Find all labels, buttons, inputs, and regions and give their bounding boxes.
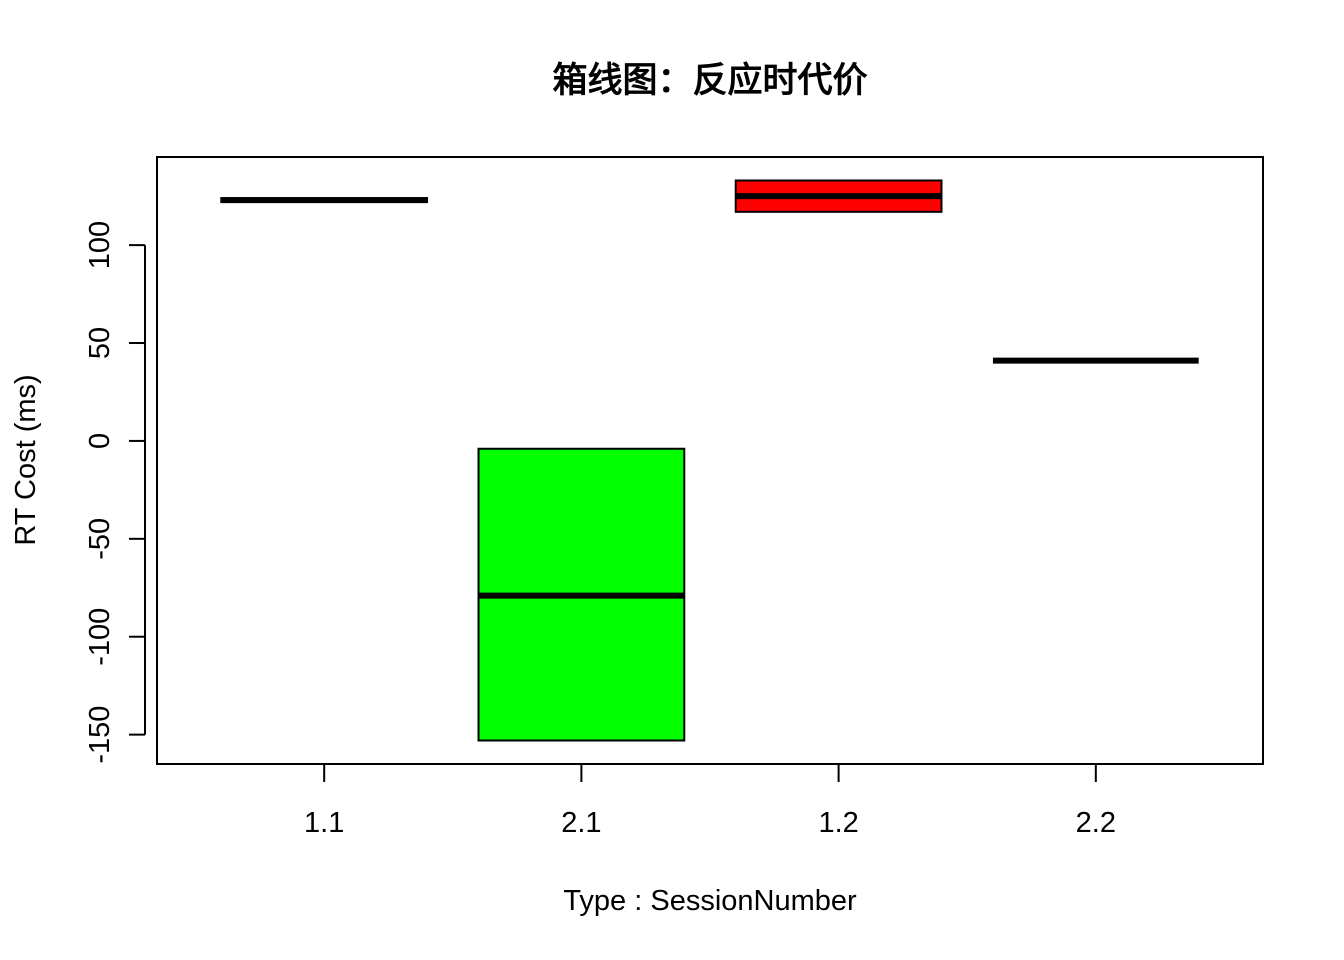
y-tick-label: 0	[84, 433, 116, 449]
y-axis-label: RT Cost (ms)	[10, 374, 42, 545]
chart-title: 箱线图：反应时代价	[552, 60, 867, 101]
x-axis-label: Type : SessionNumber	[563, 885, 857, 917]
x-tick-label: 1.1	[304, 807, 344, 839]
x-tick-label: 2.1	[561, 807, 601, 839]
y-tick-label: -100	[84, 608, 116, 666]
x-axis: 1.1 2.1 1.2 2.2	[304, 763, 1116, 839]
plot-frame	[156, 156, 1264, 765]
y-tick-label: 100	[84, 221, 116, 269]
y-axis: -150 -100 -50 0 50 100	[84, 221, 146, 764]
y-tick-label: -150	[84, 706, 116, 764]
y-tick-label: 50	[84, 327, 116, 359]
x-tick-label: 2.2	[1076, 807, 1116, 839]
x-tick-label: 1.2	[818, 807, 858, 839]
y-tick-label: -50	[84, 518, 116, 560]
box-group	[220, 179, 1199, 742]
